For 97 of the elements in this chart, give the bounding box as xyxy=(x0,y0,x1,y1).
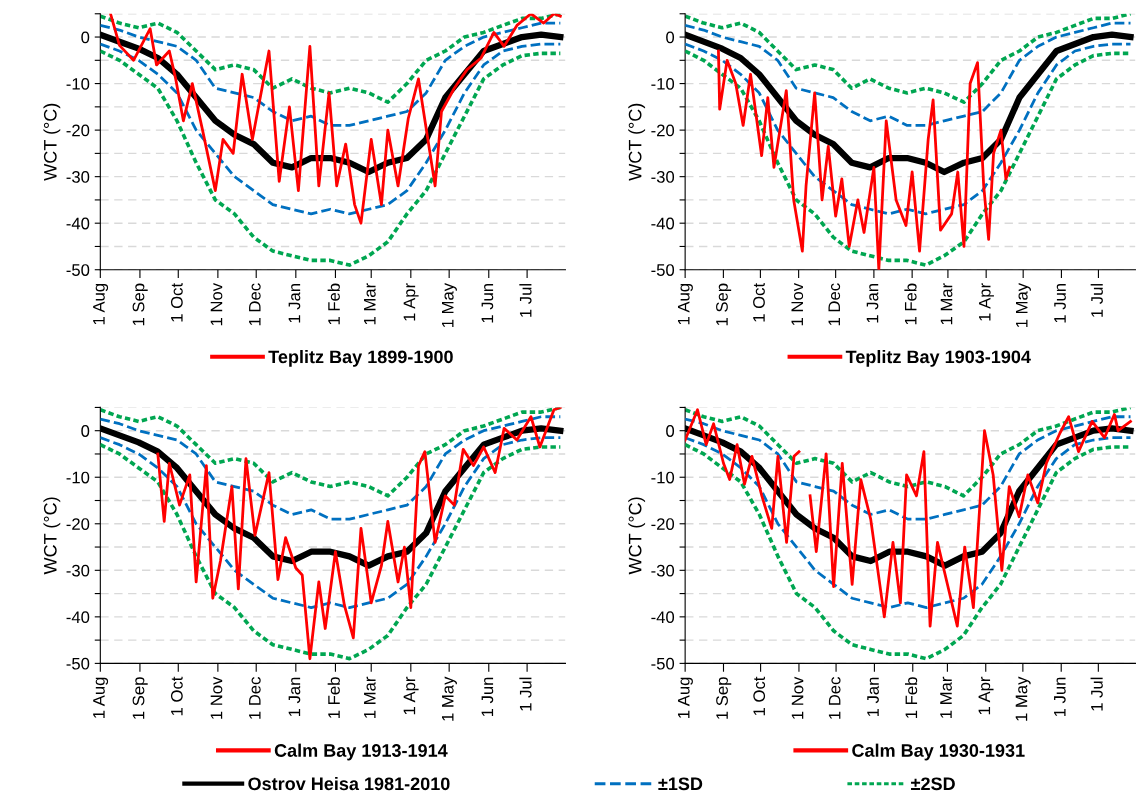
y-axis-title: WCT (°C) xyxy=(43,497,61,575)
x-tick-label: 1 Dec xyxy=(828,283,841,326)
x-tick-label: 1 Jul xyxy=(519,677,532,711)
y-tick-label: -30 xyxy=(66,564,90,577)
line-series xyxy=(685,415,1132,521)
x-tick-label: 1 Aug xyxy=(93,284,109,325)
x-tick-label: 1 Jan xyxy=(866,284,879,323)
y-tick-label: -50 xyxy=(651,264,675,276)
legend-label: Teplitz Bay 1903-1904 xyxy=(845,349,1031,367)
y-tick-label: -30 xyxy=(651,171,675,183)
x-tick-label: 1 Jun xyxy=(481,677,494,717)
y-tick-label: -10 xyxy=(66,77,90,90)
line-series xyxy=(100,21,562,127)
x-tick-label: 1 Nov xyxy=(791,282,804,326)
x-tick-label: 1 Aug xyxy=(93,677,109,718)
line-series xyxy=(100,436,562,609)
x-tick-label: 1 Apr xyxy=(978,676,994,715)
line-series xyxy=(100,42,562,216)
line-series xyxy=(100,49,563,267)
x-tick-label: 1 Feb xyxy=(905,677,918,718)
y-tick-label: -10 xyxy=(66,471,90,484)
legend-label: Ostrov Heisa 1981-2010 xyxy=(248,776,450,791)
x-tick-label: 1 Oct xyxy=(753,676,766,716)
line-series xyxy=(685,21,1132,127)
y-tick-label: -40 xyxy=(651,217,675,230)
x-tick-label: 1 Sep xyxy=(132,283,148,326)
y-tick-label: -30 xyxy=(651,564,675,577)
legend-label: ±1SD xyxy=(658,777,703,791)
x-tick-label: 1 Jan xyxy=(288,284,301,323)
x-tick-label: 1 Feb xyxy=(327,283,340,325)
x-tick-label: 1 Oct xyxy=(170,676,183,716)
line-series xyxy=(109,13,562,225)
y-tick-label: -20 xyxy=(651,518,675,530)
y-tick-label: 0 xyxy=(666,31,675,44)
x-tick-label: 1 May xyxy=(442,282,457,328)
x-tick-label: 1 Apr xyxy=(979,283,994,321)
x-tick-label: 1 Mar xyxy=(364,283,376,325)
x-tick-label: 1 Jan xyxy=(288,677,301,717)
x-tick-label: 1 May xyxy=(1016,282,1031,328)
y-tick-label: -20 xyxy=(66,124,90,137)
x-tick-label: 1 Dec xyxy=(249,677,261,719)
x-tick-label: 1 Sep xyxy=(716,283,732,326)
line-series xyxy=(685,42,1132,216)
x-tick-label: 1 May xyxy=(442,676,457,721)
y-axis-title: WCT (°C) xyxy=(628,103,646,181)
x-tick-label: 1 Nov xyxy=(210,282,223,326)
x-tick-label: 1 Sep xyxy=(132,677,148,719)
line-series xyxy=(100,415,562,521)
x-tick-label: 1 Jul xyxy=(1090,284,1103,317)
y-tick-label: -30 xyxy=(66,171,90,183)
line-series xyxy=(717,49,1011,270)
y-tick-label: -20 xyxy=(66,518,90,530)
x-tick-label: 1 Nov xyxy=(791,676,804,719)
x-tick-label: 1 Mar xyxy=(940,283,953,325)
y-axis-title: WCT (°C) xyxy=(628,497,646,575)
x-tick-label: 1 Dec xyxy=(249,283,261,326)
x-tick-label: 1 Mar xyxy=(940,676,952,718)
x-tick-label: 1 Jul xyxy=(1090,677,1103,711)
x-tick-label: 1 Apr xyxy=(403,283,419,321)
x-tick-label: 1 Mar xyxy=(364,676,376,718)
legend-label: Calm Bay 1913-1914 xyxy=(274,743,448,761)
x-tick-label: 1 Nov xyxy=(210,676,223,719)
x-tick-label: 1 Oct xyxy=(170,283,183,322)
x-tick-label: 1 Oct xyxy=(753,283,765,322)
x-tick-label: 1 Feb xyxy=(327,677,340,718)
y-tick-label: 0 xyxy=(666,425,675,437)
legend-label: Calm Bay 1930-1931 xyxy=(852,743,1025,761)
x-tick-label: 1 Apr xyxy=(403,676,419,715)
line-series xyxy=(685,13,1133,104)
x-tick-label: 1 Aug xyxy=(677,677,693,718)
x-tick-label: 1 Jun xyxy=(1054,284,1066,323)
y-tick-label: 0 xyxy=(81,31,90,44)
x-tick-label: 1 Jun xyxy=(1054,677,1066,717)
y-tick-label: -10 xyxy=(651,77,675,90)
line-series xyxy=(685,407,1133,498)
y-tick-label: -40 xyxy=(651,611,675,624)
legend-label: ±2SD xyxy=(911,777,955,791)
line-series xyxy=(685,436,1132,609)
x-tick-label: 1 Aug xyxy=(677,284,693,325)
x-tick-label: 1 Sep xyxy=(716,677,732,719)
x-tick-label: 1 Jan xyxy=(867,677,879,717)
y-tick-label: -40 xyxy=(66,217,90,230)
x-tick-label: 1 Dec xyxy=(828,677,841,719)
x-tick-label: 1 Feb xyxy=(904,283,917,325)
y-tick-label: -40 xyxy=(66,611,90,624)
y-tick-label: 0 xyxy=(81,425,90,437)
x-tick-label: 1 Jun xyxy=(481,284,494,323)
x-tick-label: 1 May xyxy=(1015,676,1031,721)
x-tick-label: 1 Jul xyxy=(519,284,532,317)
y-tick-label: -50 xyxy=(66,657,90,670)
y-tick-label: -50 xyxy=(66,264,90,276)
y-tick-label: -50 xyxy=(651,657,675,670)
y-tick-label: -20 xyxy=(651,124,675,137)
y-tick-label: -10 xyxy=(651,471,675,484)
line-series xyxy=(156,407,562,661)
legend-label: Teplitz Bay 1899-1900 xyxy=(268,349,453,367)
y-axis-title: WCT (°C) xyxy=(43,103,61,181)
